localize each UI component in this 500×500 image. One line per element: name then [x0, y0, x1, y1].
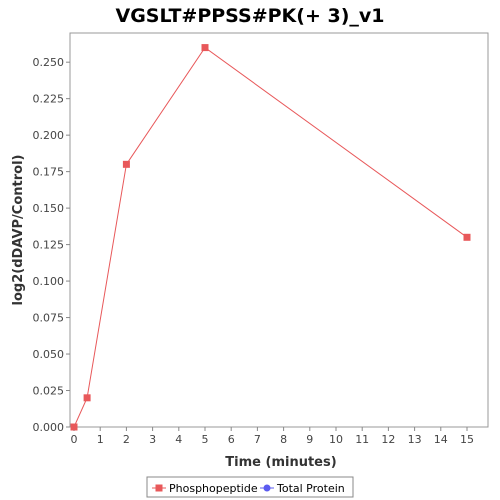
x-tick-label: 6: [228, 433, 235, 446]
x-tick-label: 8: [280, 433, 287, 446]
x-tick-label: 12: [381, 433, 395, 446]
data-point: [122, 160, 130, 168]
x-tick-label: 4: [175, 433, 182, 446]
y-tick-label: 0.050: [33, 348, 65, 361]
legend-box: [146, 476, 354, 498]
data-point: [463, 233, 471, 241]
x-tick-label: 7: [254, 433, 261, 446]
y-tick-label: 0.250: [33, 56, 65, 69]
legend: Phosphopeptide Total Protein: [146, 476, 354, 498]
y-tick-label: 0.000: [33, 421, 65, 434]
legend-item-phosphopeptide: Phosphopeptide: [152, 482, 258, 495]
legend-square-marker: [155, 484, 163, 492]
legend-items: Phosphopeptide Total Protein: [152, 482, 345, 495]
series-layer: [70, 44, 471, 431]
x-tick-label: 2: [123, 433, 130, 446]
y-axis-label: log2(dDAVP/Control): [11, 155, 26, 306]
y-tick-label: 0.150: [33, 202, 65, 215]
chart-title: VGSLT#PPSS#PK(+ 3)_v1: [116, 5, 385, 27]
x-tick-label: 14: [434, 433, 448, 446]
x-tick-label: 1: [97, 433, 104, 446]
plot-area: [69, 32, 489, 428]
y-tick-label: 0.100: [33, 275, 65, 288]
y-tick-label: 0.200: [33, 129, 65, 142]
legend-item-total-protein: Total Protein: [260, 482, 345, 495]
legend-label: Total Protein: [276, 482, 345, 495]
y-tick-label: 0.125: [33, 239, 65, 252]
y-tick-label: 0.025: [33, 385, 65, 398]
x-axis: 0 1 2 3 4 5 6 7 8 9 10 11 12 13 14 15: [71, 427, 474, 446]
y-tick-label: 0.075: [33, 312, 65, 325]
y-tick-label: 0.175: [33, 166, 65, 179]
x-tick-label: 15: [460, 433, 474, 446]
data-point: [70, 423, 78, 431]
x-tick-label: 9: [306, 433, 313, 446]
x-tick-label: 3: [149, 433, 156, 446]
data-point: [201, 44, 209, 52]
x-tick-label: 13: [408, 433, 422, 446]
x-axis-label: Time (minutes): [225, 455, 336, 470]
y-axis: 0.000 0.025 0.050 0.075 0.100 0.125 0.150 0.175…: [33, 56, 70, 434]
x-tick-label: 10: [329, 433, 343, 446]
legend-label: Phosphopeptide: [169, 482, 258, 495]
data-point: [83, 394, 91, 402]
y-tick-label: 0.225: [33, 93, 65, 106]
x-tick-label: 11: [355, 433, 369, 446]
x-tick-label: 5: [202, 433, 209, 446]
legend-circle-marker: [263, 484, 271, 492]
x-tick-label: 0: [71, 433, 78, 446]
